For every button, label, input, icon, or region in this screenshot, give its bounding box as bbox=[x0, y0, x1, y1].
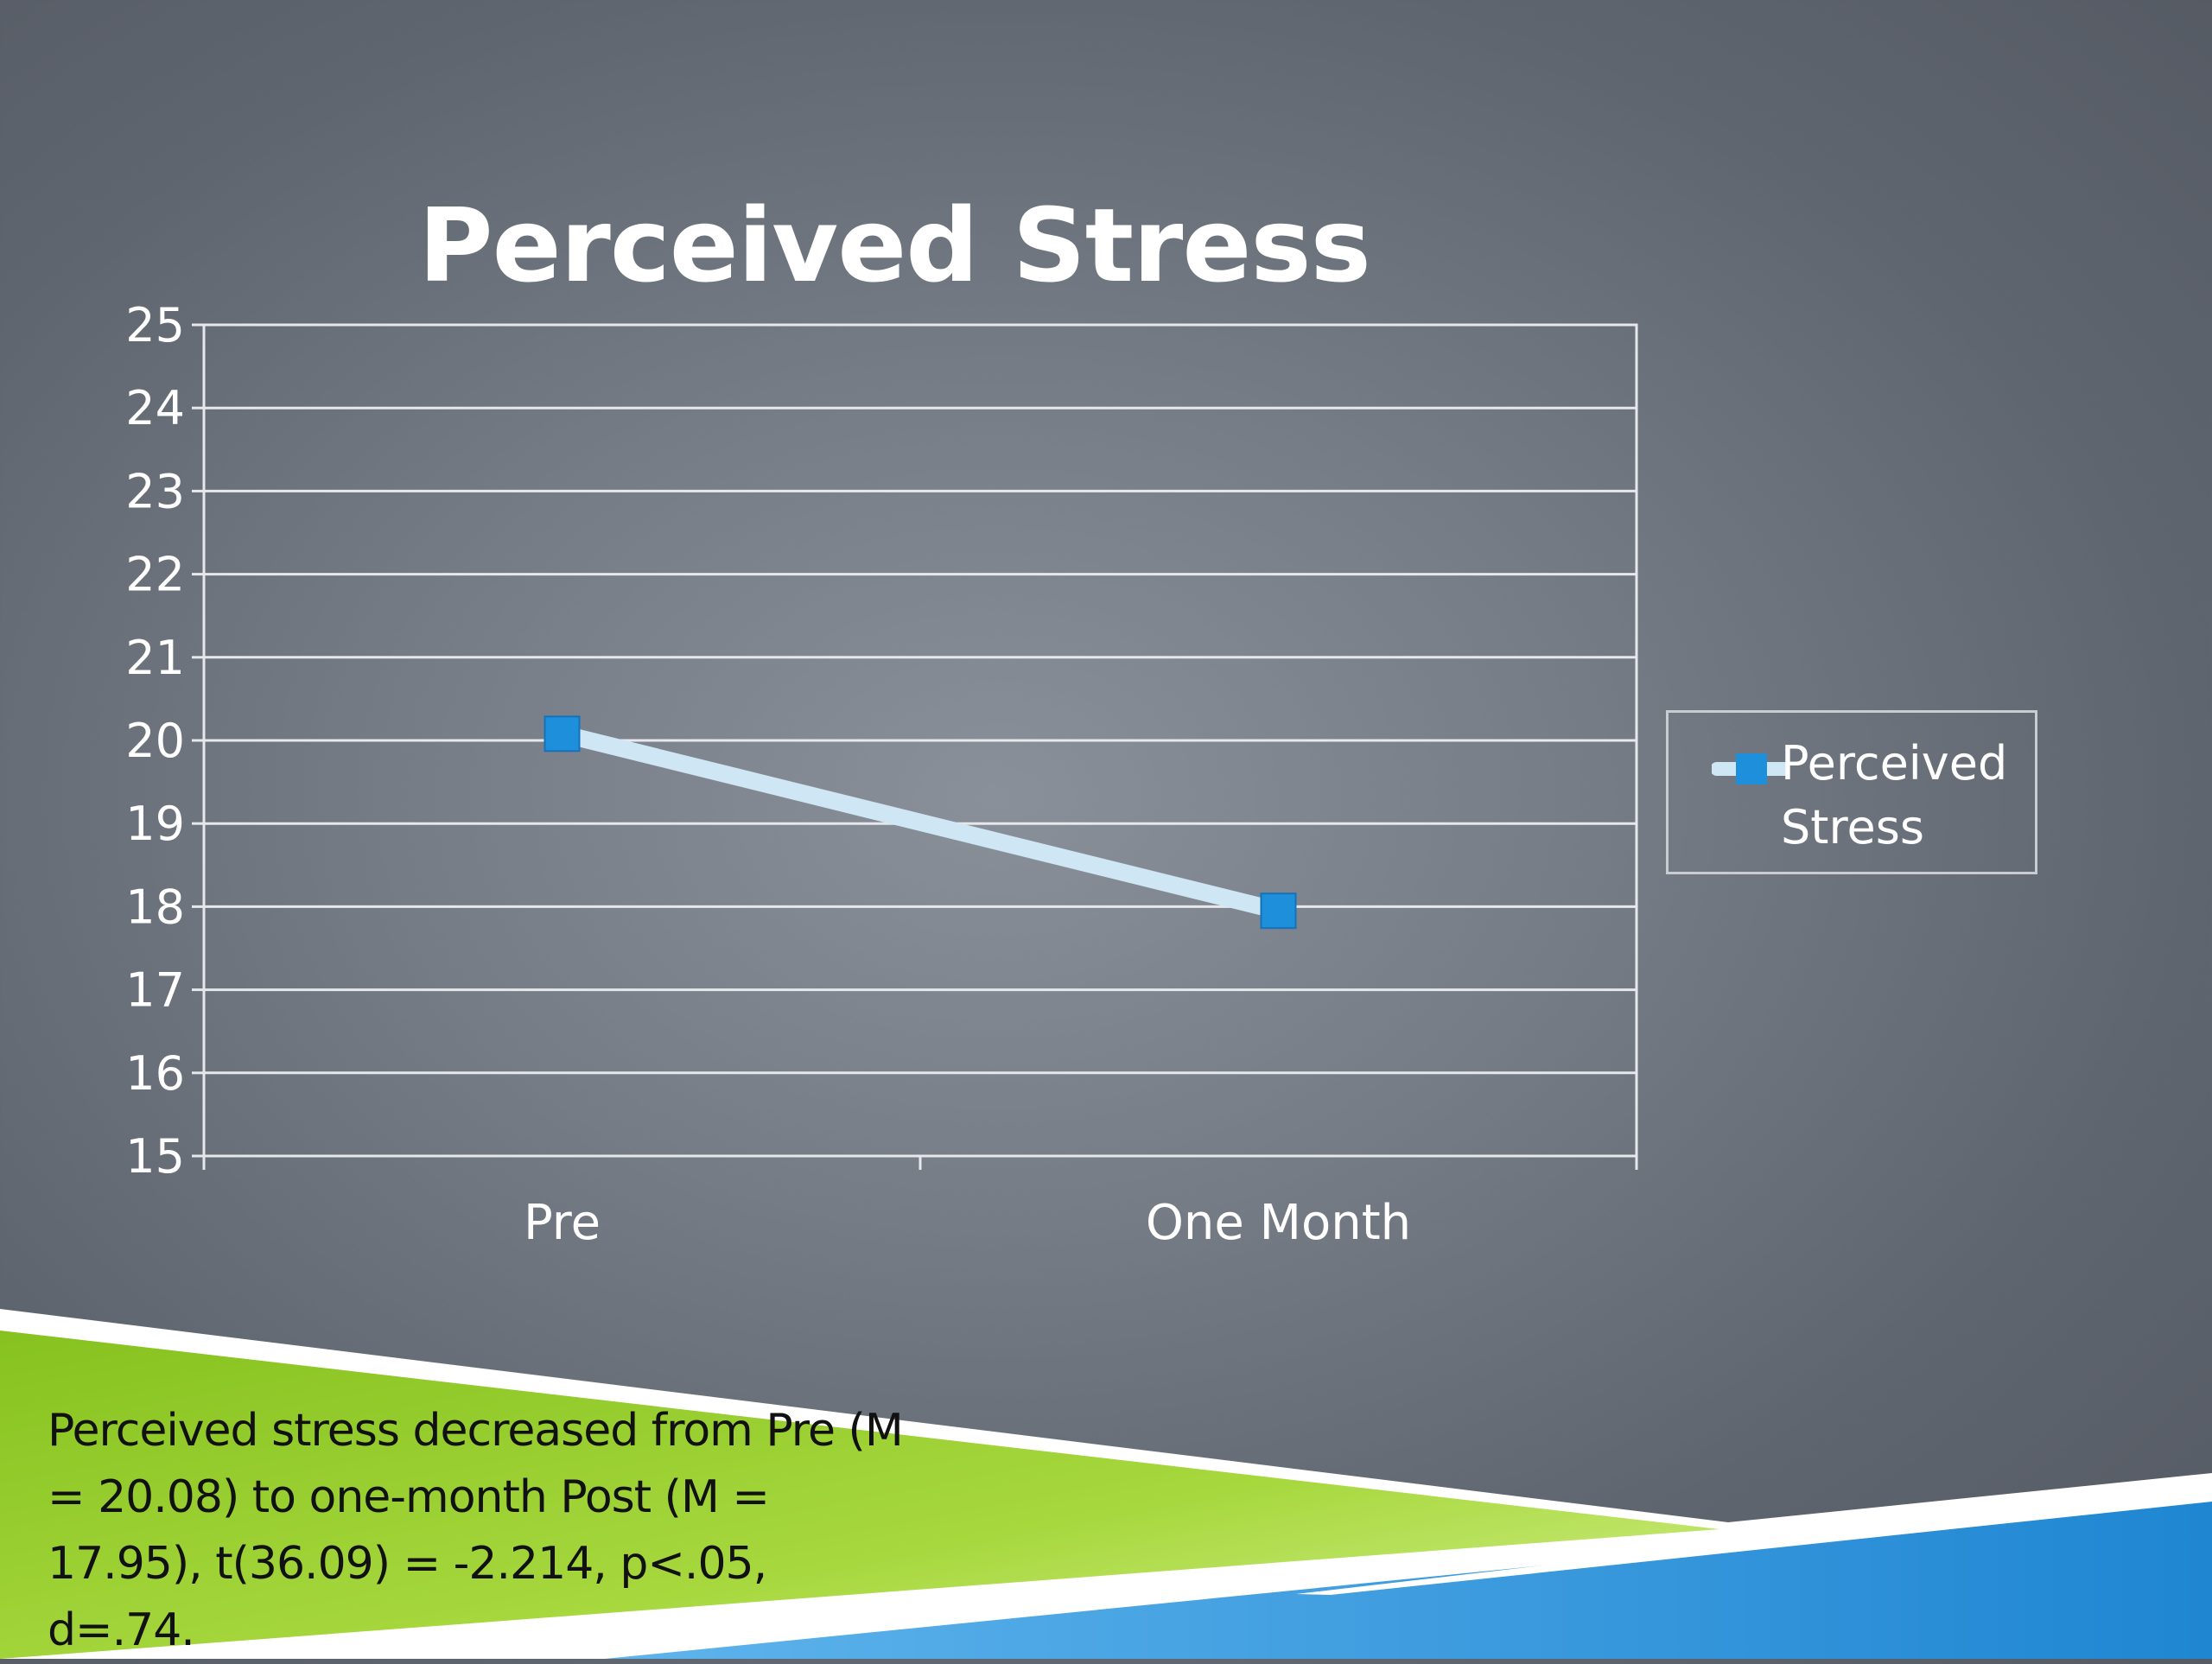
chart-title: Perceived Stress bbox=[418, 186, 1371, 305]
y-tick-label: 21 bbox=[125, 631, 185, 685]
y-tick-label: 19 bbox=[125, 797, 185, 851]
y-tick-label: 17 bbox=[125, 963, 185, 1018]
chart-legend: Perceived Stress bbox=[1666, 710, 2037, 874]
y-tick-label: 20 bbox=[125, 714, 185, 768]
y-tick-label: 22 bbox=[125, 548, 185, 602]
y-tick-label: 15 bbox=[125, 1129, 185, 1184]
data-point-marker bbox=[543, 715, 581, 753]
x-category-label: Pre bbox=[524, 1195, 601, 1251]
y-tick-label: 16 bbox=[125, 1046, 185, 1101]
series-line bbox=[553, 725, 1287, 920]
legend-label: Perceived Stress bbox=[1781, 736, 2008, 854]
y-tick-label: 25 bbox=[125, 298, 185, 352]
x-category-label: One Month bbox=[1146, 1195, 1411, 1251]
findings-caption: Perceived stress decreased from Pre (M =… bbox=[48, 1405, 904, 1656]
square-marker-icon bbox=[1712, 753, 1789, 784]
y-tick-label: 18 bbox=[125, 880, 185, 934]
y-tick-label: 23 bbox=[125, 464, 185, 518]
y-tick-label: 24 bbox=[125, 381, 185, 435]
data-point-marker bbox=[1260, 892, 1297, 930]
